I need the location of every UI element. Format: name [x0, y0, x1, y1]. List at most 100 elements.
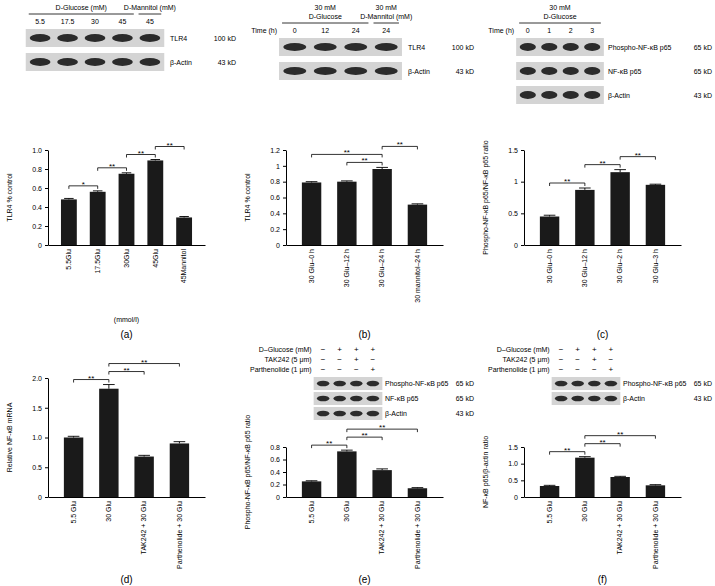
y-tick-label: 1: [276, 163, 280, 170]
x-axis: 5.5Glu17.5Glu30Glu45Glu45Mannitol: [49, 245, 206, 283]
blot-band: [588, 381, 601, 387]
blot-band: [605, 381, 618, 387]
condition-label: TAK242 (5 μm): [503, 356, 550, 364]
y-tick-mark: [45, 169, 48, 170]
y-tick: 0.4: [32, 204, 48, 211]
significance-label: **: [138, 149, 144, 158]
y-tick-label: 0: [514, 242, 518, 249]
x-tick-label: 5.5 Glu: [308, 501, 315, 524]
condition-mark: −: [371, 355, 376, 364]
significance-label: **: [361, 431, 367, 440]
condition-mark: −: [609, 355, 614, 364]
blot-band: [140, 58, 161, 66]
bar: [176, 217, 192, 245]
blot-band: [520, 43, 536, 51]
y-tick-mark: [283, 460, 286, 461]
bar: [337, 451, 356, 497]
condition-mark: +: [354, 345, 359, 354]
bar: [610, 477, 629, 497]
blot-band: [317, 396, 330, 402]
blot-band: [584, 43, 600, 51]
condition-mark: +: [609, 345, 614, 354]
blot-band: [30, 58, 51, 66]
y-tick-mark: [45, 438, 48, 439]
x-tick: 30 Glu–0 h: [308, 245, 315, 283]
y-tick-mark: [521, 150, 524, 151]
y-tick-label: 0: [276, 242, 280, 249]
condition-mark: +: [371, 345, 376, 354]
condition-label: D–Glucose (mM): [497, 346, 550, 354]
x-tick: TAK242 + 30 Glu: [616, 497, 623, 554]
x-axis-line: [525, 245, 682, 246]
blot-strip: [516, 62, 604, 80]
panel-label: (a): [120, 329, 132, 340]
x-tick-label: TAK242 + 30 Glu: [616, 501, 623, 554]
y-axis-line: [48, 151, 49, 246]
plot-area: [540, 457, 665, 497]
band-name: β-Actin: [170, 59, 192, 67]
y-tick: 0.5: [32, 464, 48, 471]
y-tick: 1.5: [32, 404, 48, 411]
x-tick: 30 Glu: [581, 497, 588, 522]
band-size: 65 kD: [456, 380, 474, 387]
blot-strip: [279, 38, 402, 56]
y-tick: 1: [514, 178, 524, 185]
condition-label: TAK242 (5 μm): [265, 356, 312, 364]
bar: [119, 174, 135, 245]
blot-band: [314, 67, 337, 75]
x-tick: Parthenolide + 30 Glu: [652, 497, 659, 569]
band-size: 43 kD: [694, 395, 712, 402]
blot-band: [584, 91, 600, 99]
significance-label: **: [88, 374, 94, 383]
band-size: 43 kD: [218, 59, 236, 66]
condition-mark: +: [592, 345, 597, 354]
significance-label: **: [361, 156, 367, 165]
y-tick-label: 0: [38, 242, 42, 249]
error-bar: [614, 476, 626, 478]
condition-label: D–Glucose (mM): [259, 346, 312, 354]
error-bar: [412, 487, 424, 489]
x-tick: 45Mannitol: [180, 245, 187, 283]
blot-band: [555, 381, 568, 387]
bar: [61, 199, 77, 245]
y-tick-mark: [283, 472, 286, 473]
y-axis: 00.511.5: [508, 147, 524, 249]
y-tick-label: 1.5: [32, 404, 42, 411]
band-name: β-Actin: [623, 395, 645, 403]
error-bar: [412, 203, 424, 205]
blot-band: [85, 58, 106, 66]
x-tick-label: Parthenolide + 30 Glu: [176, 501, 183, 569]
x-tick-label: 30Glu: [123, 249, 130, 268]
blot-strip: [26, 29, 165, 47]
blot-header-rule: [519, 23, 601, 24]
blot-band: [283, 67, 306, 75]
y-axis-title: Phospho-NF-κB p65/NF-κB p65 ratio: [244, 415, 252, 529]
bar: [575, 190, 594, 245]
bar: [302, 481, 321, 497]
significance-label: **: [326, 439, 332, 448]
blot-band: [541, 67, 557, 75]
y-tick-label: 0.2: [270, 481, 280, 488]
blot-band: [283, 43, 306, 51]
band-size: 65 kD: [694, 380, 712, 387]
blot-band: [317, 411, 330, 417]
blot-band: [333, 411, 346, 417]
error-bar: [579, 188, 591, 190]
band-name: Phospho-NF-κB p65: [385, 380, 449, 388]
y-tick: 0.4: [270, 469, 286, 476]
condition-mark: +: [592, 355, 597, 364]
y-tick-label: 2.0: [32, 375, 42, 382]
y-axis-title: Relative NF-κB mRNA: [6, 402, 13, 472]
x-tick-label: 45Glu: [152, 249, 159, 268]
x-axis-line: [287, 497, 444, 498]
blot-header: D-Glucose (mM): [56, 4, 107, 12]
x-tick-label: 5.5 Glu: [70, 501, 77, 524]
blot-header: D-Mannitol (mM): [360, 13, 412, 21]
x-axis: 30 Glu–0 h30 Glu–12 h30 Glu–24 h30 manni…: [287, 245, 444, 303]
error-bar: [544, 215, 556, 216]
y-tick-label: 1: [514, 178, 518, 185]
x-tick: Parthenolide + 30 Glu: [176, 497, 183, 569]
error-bar: [306, 181, 318, 183]
x-tick: 30 Glu–2 h: [616, 245, 623, 283]
y-tick-mark: [521, 480, 524, 481]
